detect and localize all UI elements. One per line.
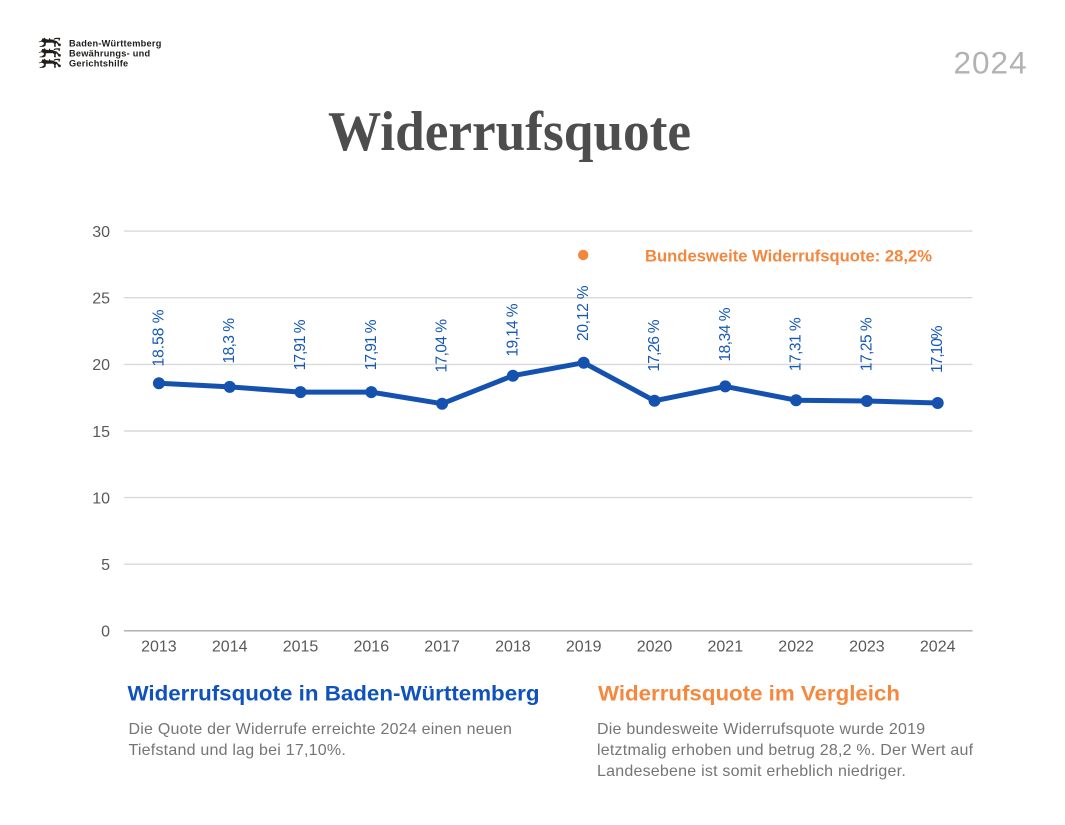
- svg-text:2023: 2023: [849, 639, 885, 656]
- svg-text:17,91 %: 17,91 %: [292, 319, 309, 370]
- svg-text:17,04 %: 17,04 %: [434, 319, 451, 373]
- svg-text:18,34 %: 18,34 %: [717, 307, 734, 361]
- svg-text:2016: 2016: [354, 639, 390, 656]
- svg-text:2019: 2019: [566, 639, 602, 656]
- svg-text:2015: 2015: [283, 639, 319, 656]
- svg-text:Widerrufsquote: Widerrufsquote: [328, 101, 691, 163]
- svg-text:2017: 2017: [424, 639, 460, 656]
- svg-text:15: 15: [92, 424, 110, 441]
- svg-text:Baden-Württemberg: Baden-Württemberg: [69, 38, 162, 48]
- svg-text:2018: 2018: [495, 639, 531, 656]
- svg-text:17,10%: 17,10%: [929, 325, 946, 373]
- svg-text:0: 0: [101, 624, 110, 641]
- svg-text:20,12 %: 20,12 %: [575, 285, 592, 341]
- svg-text:2024: 2024: [954, 45, 1028, 81]
- svg-text:17,26 %: 17,26 %: [646, 319, 663, 371]
- svg-text:5: 5: [101, 557, 110, 574]
- svg-text:Widerrufsquote im Vergleich: Widerrufsquote im Vergleich: [598, 682, 900, 706]
- svg-text:18.58 %: 18.58 %: [150, 309, 167, 366]
- svg-text:Bundesweite Widerrufsquote: 28: Bundesweite Widerrufsquote: 28,2%: [645, 247, 932, 266]
- svg-text:Landesebene ist somit erheblic: Landesebene ist somit erheblich niedrige…: [597, 763, 906, 780]
- svg-text:letztmalig erhoben und betrug: letztmalig erhoben und betrug 28,2 %. De…: [597, 742, 974, 759]
- svg-text:20: 20: [92, 357, 110, 374]
- svg-text:Gerichtshilfe: Gerichtshilfe: [69, 58, 128, 68]
- svg-text:2022: 2022: [778, 639, 814, 656]
- svg-text:Die bundesweite Widerrufsquote: Die bundesweite Widerrufsquote wurde 201…: [597, 721, 925, 738]
- svg-text:Tiefstand und lag bei 17,10%.: Tiefstand und lag bei 17,10%.: [129, 742, 347, 759]
- svg-text:2021: 2021: [708, 639, 744, 656]
- svg-text:17,31 %: 17,31 %: [788, 317, 805, 371]
- svg-text:Die Quote der Widerrufe erreic: Die Quote der Widerrufe erreichte 2024 e…: [129, 721, 513, 738]
- svg-text:17,91 %: 17,91 %: [363, 319, 380, 370]
- svg-text:19,14 %: 19,14 %: [504, 303, 521, 356]
- svg-text:2014: 2014: [212, 639, 248, 656]
- svg-text:25: 25: [92, 291, 110, 308]
- svg-text:18,3 %: 18,3 %: [221, 318, 238, 364]
- svg-text:10: 10: [92, 490, 110, 507]
- svg-text:2024: 2024: [920, 639, 956, 656]
- svg-text:Widerrufsquote in Baden-Württe: Widerrufsquote in Baden-Württemberg: [128, 682, 540, 706]
- svg-text:2020: 2020: [637, 639, 673, 656]
- svg-text:Bewährungs- und: Bewährungs- und: [69, 48, 150, 58]
- svg-text:2013: 2013: [141, 639, 177, 656]
- svg-text:17,25 %: 17,25 %: [858, 317, 875, 371]
- svg-text:30: 30: [92, 224, 110, 241]
